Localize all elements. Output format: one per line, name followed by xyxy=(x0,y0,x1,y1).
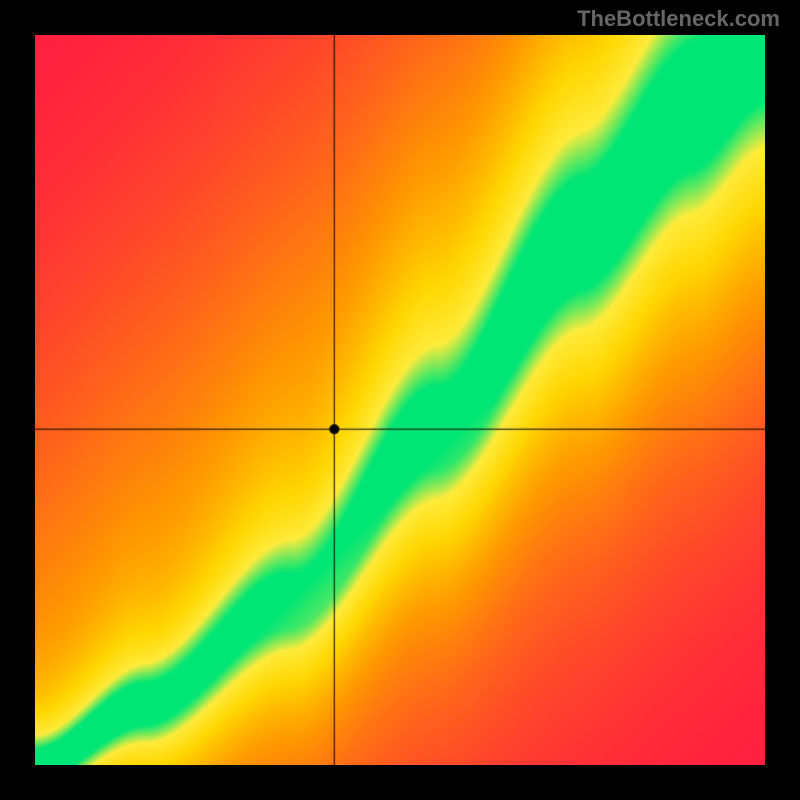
bottleneck-heatmap xyxy=(35,35,765,765)
chart-container: TheBottleneck.com xyxy=(0,0,800,800)
watermark-text: TheBottleneck.com xyxy=(577,6,780,32)
